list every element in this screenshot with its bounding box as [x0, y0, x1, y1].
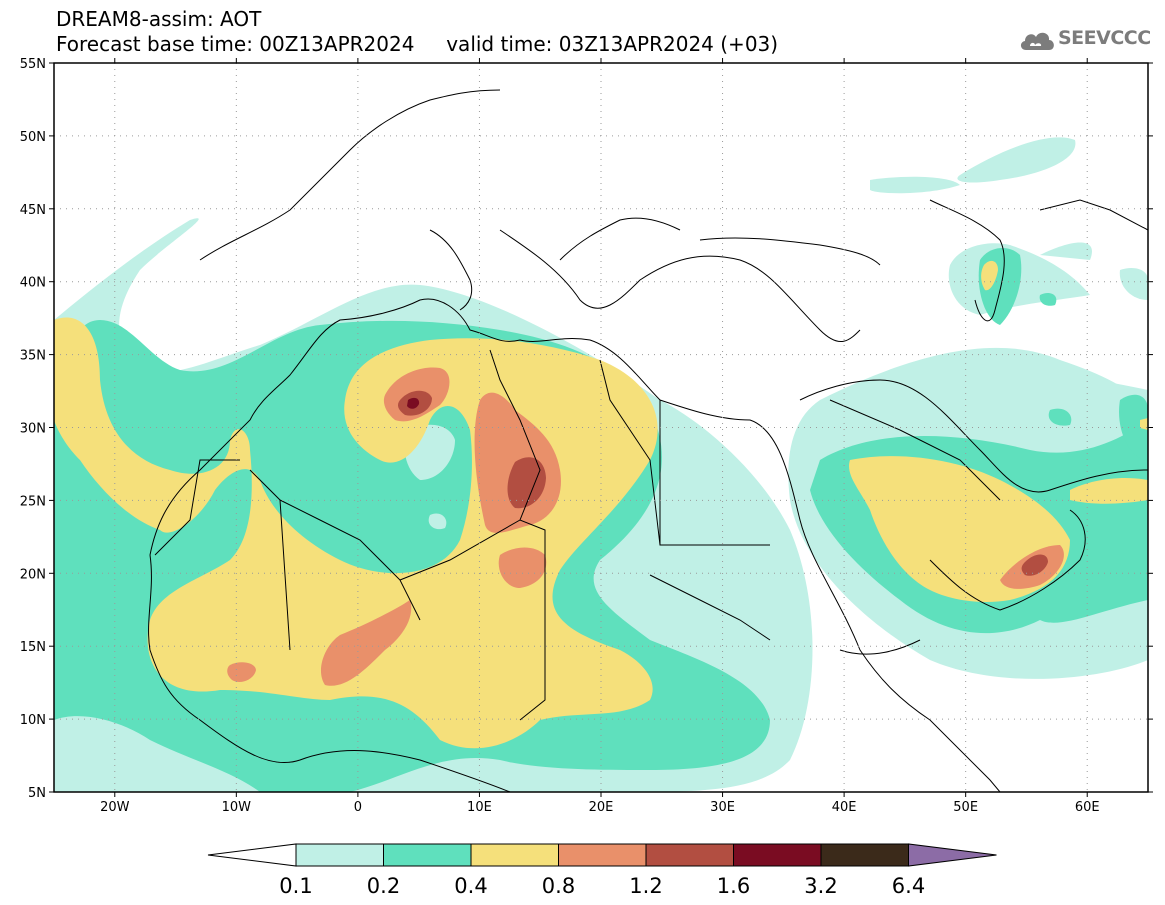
lon-tick-label: 40E	[832, 800, 857, 815]
map-ticks	[49, 58, 1153, 797]
lon-tick-label: 30E	[710, 800, 735, 815]
colorbar-segment	[645, 843, 734, 867]
lat-tick-label: 25N	[20, 494, 46, 509]
colorbar: 0.1 0.2 0.4 0.8 1.2 1.6 3.2 6.4	[207, 843, 997, 898]
coastlines-borders	[148, 89, 1148, 792]
lat-tick-label: 40N	[20, 276, 46, 291]
colorbar-segment	[470, 843, 559, 867]
latitude-labels: 55N 50N 45N 40N 35N 30N 25N 20N 15N 10N 5N	[20, 57, 46, 801]
longitude-labels: 20W 10W 0 10E 20E 30E 40E 50E 60E	[100, 800, 1100, 815]
map-title: DREAM8-assim: AOT	[56, 7, 262, 31]
lat-tick-label: 45N	[20, 203, 46, 218]
colorbar-segment-low	[207, 843, 297, 867]
aot-shading	[54, 137, 1148, 792]
lat-tick-label: 35N	[20, 349, 46, 364]
lat-tick-label: 30N	[20, 422, 46, 437]
lon-tick-label: 60E	[1075, 800, 1100, 815]
lat-tick-label: 5N	[28, 786, 46, 801]
lon-tick-label: 0	[354, 800, 362, 815]
lat-tick-label: 55N	[20, 57, 46, 72]
colorbar-segment	[295, 843, 384, 867]
logo-text: SEEVCCC	[1058, 27, 1151, 49]
lon-tick-label: 10E	[467, 800, 492, 815]
lon-tick-label: 20W	[100, 800, 130, 815]
lat-tick-label: 10N	[20, 713, 46, 728]
lat-tick-label: 20N	[20, 567, 46, 582]
colorbar-label: 0.8	[542, 874, 575, 898]
colorbar-segment	[383, 843, 472, 867]
lon-tick-label: 10W	[222, 800, 252, 815]
colorbar-label: 3.2	[804, 874, 837, 898]
colorbar-label: 0.2	[367, 874, 400, 898]
lat-tick-label: 50N	[20, 130, 46, 145]
colorbar-label: 1.6	[717, 874, 750, 898]
aot-band-1.2-1.6	[397, 390, 1048, 576]
forecast-time-info: Forecast base time: 00Z13APR2024 valid t…	[56, 32, 779, 56]
colorbar-segment-high	[908, 843, 997, 867]
colorbar-segment	[733, 843, 822, 867]
colorbar-segment	[558, 843, 647, 867]
colorbar-label: 1.2	[629, 874, 662, 898]
aot-band-1.6-3.2	[407, 397, 420, 409]
seevccc-logo: SEEVCCC	[1018, 24, 1153, 56]
graticule	[54, 63, 1148, 792]
lon-tick-label: 50E	[953, 800, 978, 815]
colorbar-segment	[820, 843, 909, 867]
lon-tick-label: 20E	[589, 800, 614, 815]
colorbar-label: 6.4	[892, 874, 925, 898]
colorbar-label: 0.4	[454, 874, 487, 898]
lat-tick-label: 15N	[20, 640, 46, 655]
cloud-icon	[1020, 32, 1054, 50]
colorbar-label: 0.1	[279, 874, 312, 898]
